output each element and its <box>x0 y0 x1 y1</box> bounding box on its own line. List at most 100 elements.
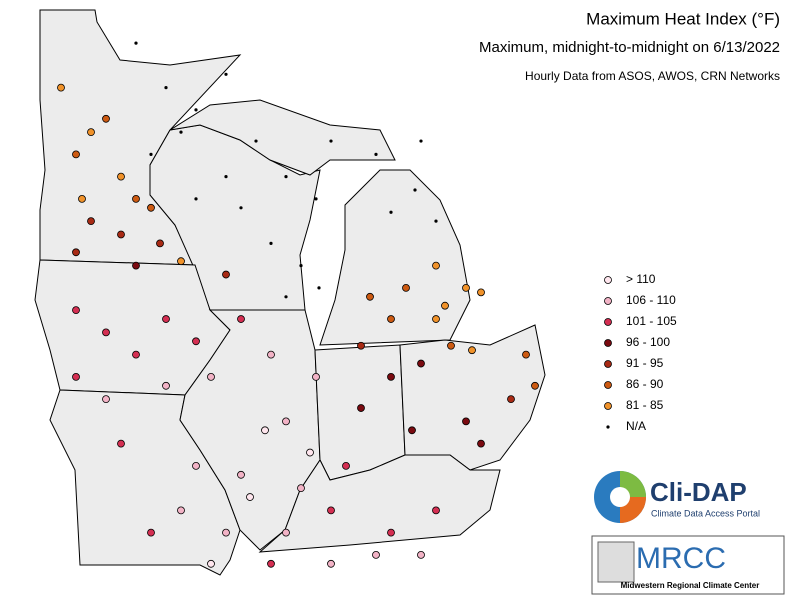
station <box>87 217 95 226</box>
logo-icon <box>597 541 635 583</box>
station <box>269 241 273 245</box>
station <box>78 194 86 203</box>
michigan-up <box>169 99 396 176</box>
station <box>314 197 318 201</box>
station <box>267 559 275 568</box>
stations <box>57 41 539 568</box>
mrcc-logo: MRCC Midwestern Regional Climate Center <box>591 535 785 595</box>
station <box>239 206 243 210</box>
station <box>102 395 110 404</box>
station <box>387 372 395 381</box>
legend-swatch <box>604 297 612 305</box>
legend-label: 101 - 105 <box>626 314 677 328</box>
legend-label: 91 - 95 <box>626 356 664 370</box>
station <box>357 341 365 350</box>
clidap-logo: Cli-DAP Climate Data Access Portal <box>594 471 760 523</box>
station <box>317 286 321 290</box>
station <box>408 426 416 435</box>
station <box>72 372 80 381</box>
clidap-name: Cli-DAP <box>650 477 747 507</box>
station <box>374 152 378 156</box>
station <box>297 484 305 493</box>
station <box>132 194 140 203</box>
station <box>327 506 335 515</box>
station <box>117 230 125 239</box>
station <box>284 295 288 299</box>
subtitle: Maximum, midnight-to-midnight on 6/13/20… <box>479 39 780 56</box>
station <box>522 350 530 359</box>
station <box>507 395 515 404</box>
station <box>72 150 80 159</box>
station <box>447 341 455 350</box>
legend-label: 81 - 85 <box>626 398 664 412</box>
legend-label: N/A <box>626 419 646 433</box>
legend-swatch <box>604 276 612 284</box>
station <box>468 346 476 355</box>
station <box>179 130 183 134</box>
station <box>134 41 138 45</box>
station <box>132 350 140 359</box>
station <box>312 372 320 381</box>
station <box>207 372 215 381</box>
station <box>366 292 374 301</box>
station <box>57 83 65 92</box>
station <box>432 506 440 515</box>
mrcc-name: MRCC <box>636 542 726 575</box>
station <box>222 528 230 537</box>
station <box>207 559 215 568</box>
station <box>237 315 245 323</box>
station <box>387 528 395 537</box>
station <box>162 315 170 323</box>
states <box>34 9 546 576</box>
station <box>102 114 110 123</box>
title: Maximum Heat Index (°F) <box>586 9 780 28</box>
station <box>246 493 254 501</box>
legend-swatch <box>604 402 612 410</box>
station <box>432 315 440 323</box>
indiana <box>314 344 406 481</box>
station <box>387 315 395 323</box>
station <box>441 301 449 310</box>
station <box>224 175 228 179</box>
station <box>147 528 155 537</box>
station <box>156 239 164 248</box>
station <box>194 108 198 112</box>
legend-label: 86 - 90 <box>626 377 664 391</box>
station <box>389 210 393 214</box>
legend-label: 96 - 100 <box>626 335 670 349</box>
station <box>284 175 288 179</box>
mrcc-subtitle: Midwestern Regional Climate Center <box>621 581 760 590</box>
station <box>72 248 80 257</box>
kentucky <box>258 454 501 553</box>
station <box>357 404 365 412</box>
station <box>192 461 200 470</box>
legend-label: > 110 <box>626 272 656 286</box>
clidap-subtitle: Climate Data Access Portal <box>651 508 760 518</box>
station <box>261 426 269 435</box>
station <box>372 551 380 559</box>
station <box>462 417 470 426</box>
station <box>462 283 470 292</box>
legend-swatch <box>604 339 612 347</box>
station <box>299 264 303 268</box>
station <box>419 139 423 143</box>
station <box>306 448 314 457</box>
station <box>192 337 200 346</box>
station <box>117 172 125 181</box>
station <box>267 350 275 359</box>
legend-swatch <box>604 381 612 389</box>
station <box>177 506 185 515</box>
station <box>162 381 170 390</box>
station <box>282 528 290 537</box>
station <box>164 86 168 90</box>
station <box>417 551 425 559</box>
station <box>254 139 258 143</box>
legend: > 110 106 - 110 101 - 105 96 - 100 91 - 95 86… <box>604 272 677 433</box>
station <box>477 288 485 297</box>
station <box>432 261 440 270</box>
station <box>477 439 485 448</box>
station <box>222 270 230 279</box>
legend-swatch <box>604 318 612 326</box>
logo-icon <box>610 487 630 507</box>
